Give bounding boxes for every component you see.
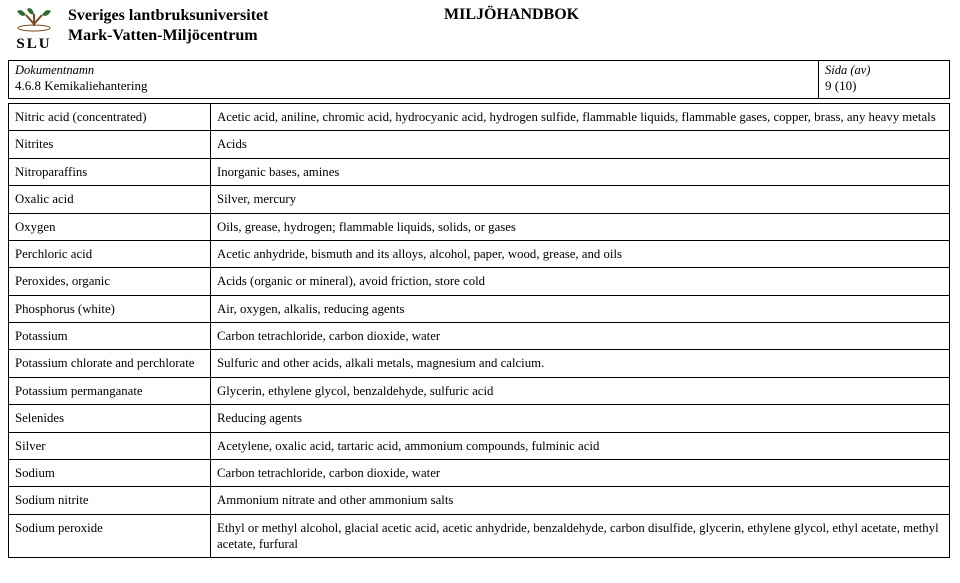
incompatibilities: Inorganic bases, amines bbox=[211, 158, 950, 185]
doc-name-value: 4.6.8 Kemikaliehantering bbox=[15, 78, 812, 94]
slu-logo-text: SLU bbox=[16, 36, 51, 52]
table-row: NitritesAcids bbox=[9, 131, 950, 158]
chemical-name: Silver bbox=[9, 432, 211, 459]
incompatibilities: Air, oxygen, alkalis, reducing agents bbox=[211, 295, 950, 322]
incompatibilities: Glycerin, ethylene glycol, benzaldehyde,… bbox=[211, 377, 950, 404]
incompatibilities: Ethyl or methyl alcohol, glacial acetic … bbox=[211, 514, 950, 558]
chemical-name: Sodium nitrite bbox=[9, 487, 211, 514]
incompatibilities: Sulfuric and other acids, alkali metals,… bbox=[211, 350, 950, 377]
chemical-name: Nitrites bbox=[9, 131, 211, 158]
page-label: Sida (av) bbox=[825, 63, 943, 78]
table-row: NitroparaffinsInorganic bases, amines bbox=[9, 158, 950, 185]
page-value: 9 (10) bbox=[825, 78, 943, 94]
incompatibilities: Carbon tetrachloride, carbon dioxide, wa… bbox=[211, 459, 950, 486]
chemical-name: Phosphorus (white) bbox=[9, 295, 211, 322]
incompatibilities: Acids (organic or mineral), avoid fricti… bbox=[211, 268, 950, 295]
chemical-name: Sodium bbox=[9, 459, 211, 486]
chemical-name: Oxygen bbox=[9, 213, 211, 240]
university-name: Sveriges lantbruksuniversitet bbox=[68, 6, 268, 26]
table-row: Peroxides, organicAcids (organic or mine… bbox=[9, 268, 950, 295]
incompatibilities: Silver, mercury bbox=[211, 186, 950, 213]
slu-logo: SLU bbox=[8, 6, 60, 54]
table-row: PotassiumCarbon tetrachloride, carbon di… bbox=[9, 323, 950, 350]
table-row: SilverAcetylene, oxalic acid, tartaric a… bbox=[9, 432, 950, 459]
table-row: Sodium nitriteAmmonium nitrate and other… bbox=[9, 487, 950, 514]
incompatibilities: Reducing agents bbox=[211, 405, 950, 432]
table-row: OxygenOils, grease, hydrogen; flammable … bbox=[9, 213, 950, 240]
doc-name-label: Dokumentnamn bbox=[15, 63, 812, 78]
incompatibilities: Carbon tetrachloride, carbon dioxide, wa… bbox=[211, 323, 950, 350]
incompatibilities: Acids bbox=[211, 131, 950, 158]
incompatibilities: Acetylene, oxalic acid, tartaric acid, a… bbox=[211, 432, 950, 459]
table-row: Oxalic acidSilver, mercury bbox=[9, 186, 950, 213]
chemical-name: Potassium chlorate and perchlorate bbox=[9, 350, 211, 377]
department-name: Mark-Vatten-Miljöcentrum bbox=[68, 26, 268, 46]
table-row: Nitric acid (concentrated)Acetic acid, a… bbox=[9, 104, 950, 131]
incompatibilities: Oils, grease, hydrogen; flammable liquid… bbox=[211, 213, 950, 240]
incompatibilities: Acetic acid, aniline, chromic acid, hydr… bbox=[211, 104, 950, 131]
table-row: SodiumCarbon tetrachloride, carbon dioxi… bbox=[9, 459, 950, 486]
chemical-name: Sodium peroxide bbox=[9, 514, 211, 558]
chemical-name: Nitroparaffins bbox=[9, 158, 211, 185]
table-row: Perchloric acidAcetic anhydride, bismuth… bbox=[9, 240, 950, 267]
table-row: Potassium chlorate and perchlorateSulfur… bbox=[9, 350, 950, 377]
chemical-table: Nitric acid (concentrated)Acetic acid, a… bbox=[8, 103, 950, 558]
table-row: Potassium permanganateGlycerin, ethylene… bbox=[9, 377, 950, 404]
table-row: SelenidesReducing agents bbox=[9, 405, 950, 432]
chemical-name: Oxalic acid bbox=[9, 186, 211, 213]
document-meta: Dokumentnamn 4.6.8 Kemikaliehantering Si… bbox=[8, 60, 950, 99]
chemical-name: Potassium permanganate bbox=[9, 377, 211, 404]
table-row: Phosphorus (white)Air, oxygen, alkalis, … bbox=[9, 295, 950, 322]
chemical-name: Peroxides, organic bbox=[9, 268, 211, 295]
logo-leaves bbox=[17, 8, 51, 31]
handbook-title: MILJÖHANDBOK bbox=[444, 6, 579, 24]
incompatibilities: Acetic anhydride, bismuth and its alloys… bbox=[211, 240, 950, 267]
chemical-name: Nitric acid (concentrated) bbox=[9, 104, 211, 131]
chemical-name: Perchloric acid bbox=[9, 240, 211, 267]
chemical-name: Selenides bbox=[9, 405, 211, 432]
incompatibilities: Ammonium nitrate and other ammonium salt… bbox=[211, 487, 950, 514]
chemical-name: Potassium bbox=[9, 323, 211, 350]
table-row: Sodium peroxideEthyl or methyl alcohol, … bbox=[9, 514, 950, 558]
